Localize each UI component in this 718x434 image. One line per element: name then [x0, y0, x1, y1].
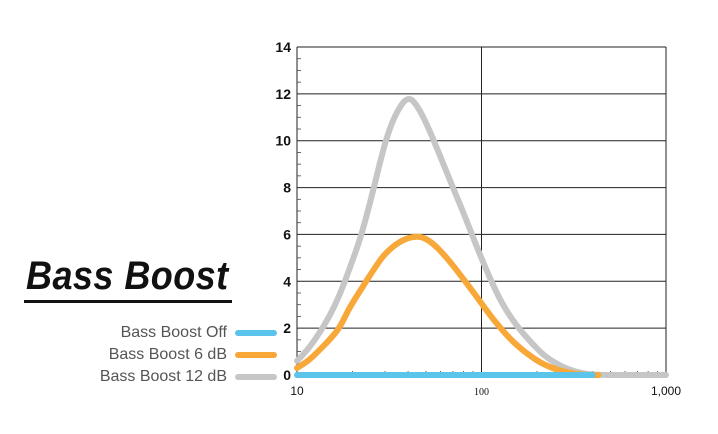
y-tick-label-10: 10: [275, 133, 291, 149]
legend-label-off: Bass Boost Off: [120, 324, 227, 341]
legend-swatch-off: [235, 330, 277, 336]
legend-item-boost-6db: Bass Boost 6 dB: [100, 344, 277, 366]
chart-legend: Bass Boost Off Bass Boost 6 dB Bass Boos…: [100, 322, 277, 388]
x-tick-label-100: 100: [474, 387, 489, 398]
legend-label-boost-12db: Bass Boost 12 dB: [99, 368, 227, 385]
x-tick-label-10: 10: [290, 384, 304, 398]
series-line-bass-boost-6db: [294, 233, 602, 378]
legend-item-off: Bass Boost Off: [100, 322, 277, 344]
legend-item-boost-12db: Bass Boost 12 dB: [100, 366, 277, 388]
y-tick-label-2: 2: [283, 320, 291, 336]
y-tick-label-12: 12: [275, 86, 291, 102]
title-underline: [24, 300, 232, 303]
y-tick-label-8: 8: [283, 180, 291, 196]
y-tick-label-14: 14: [275, 39, 291, 55]
legend-label-boost-6db: Bass Boost 6 dB: [108, 346, 227, 363]
legend-swatch-boost-6db: [235, 352, 277, 358]
legend-swatch-boost-12db: [235, 374, 277, 380]
chart-title: Bass Boost: [26, 254, 229, 298]
y-tick-label-6: 6: [283, 226, 291, 242]
series-line-bass-boost-12db: [294, 96, 669, 378]
x-tick-label-1000: 1,000: [651, 384, 681, 398]
y-tick-label-4: 4: [283, 273, 291, 289]
y-tick-label-0: 0: [283, 367, 291, 383]
